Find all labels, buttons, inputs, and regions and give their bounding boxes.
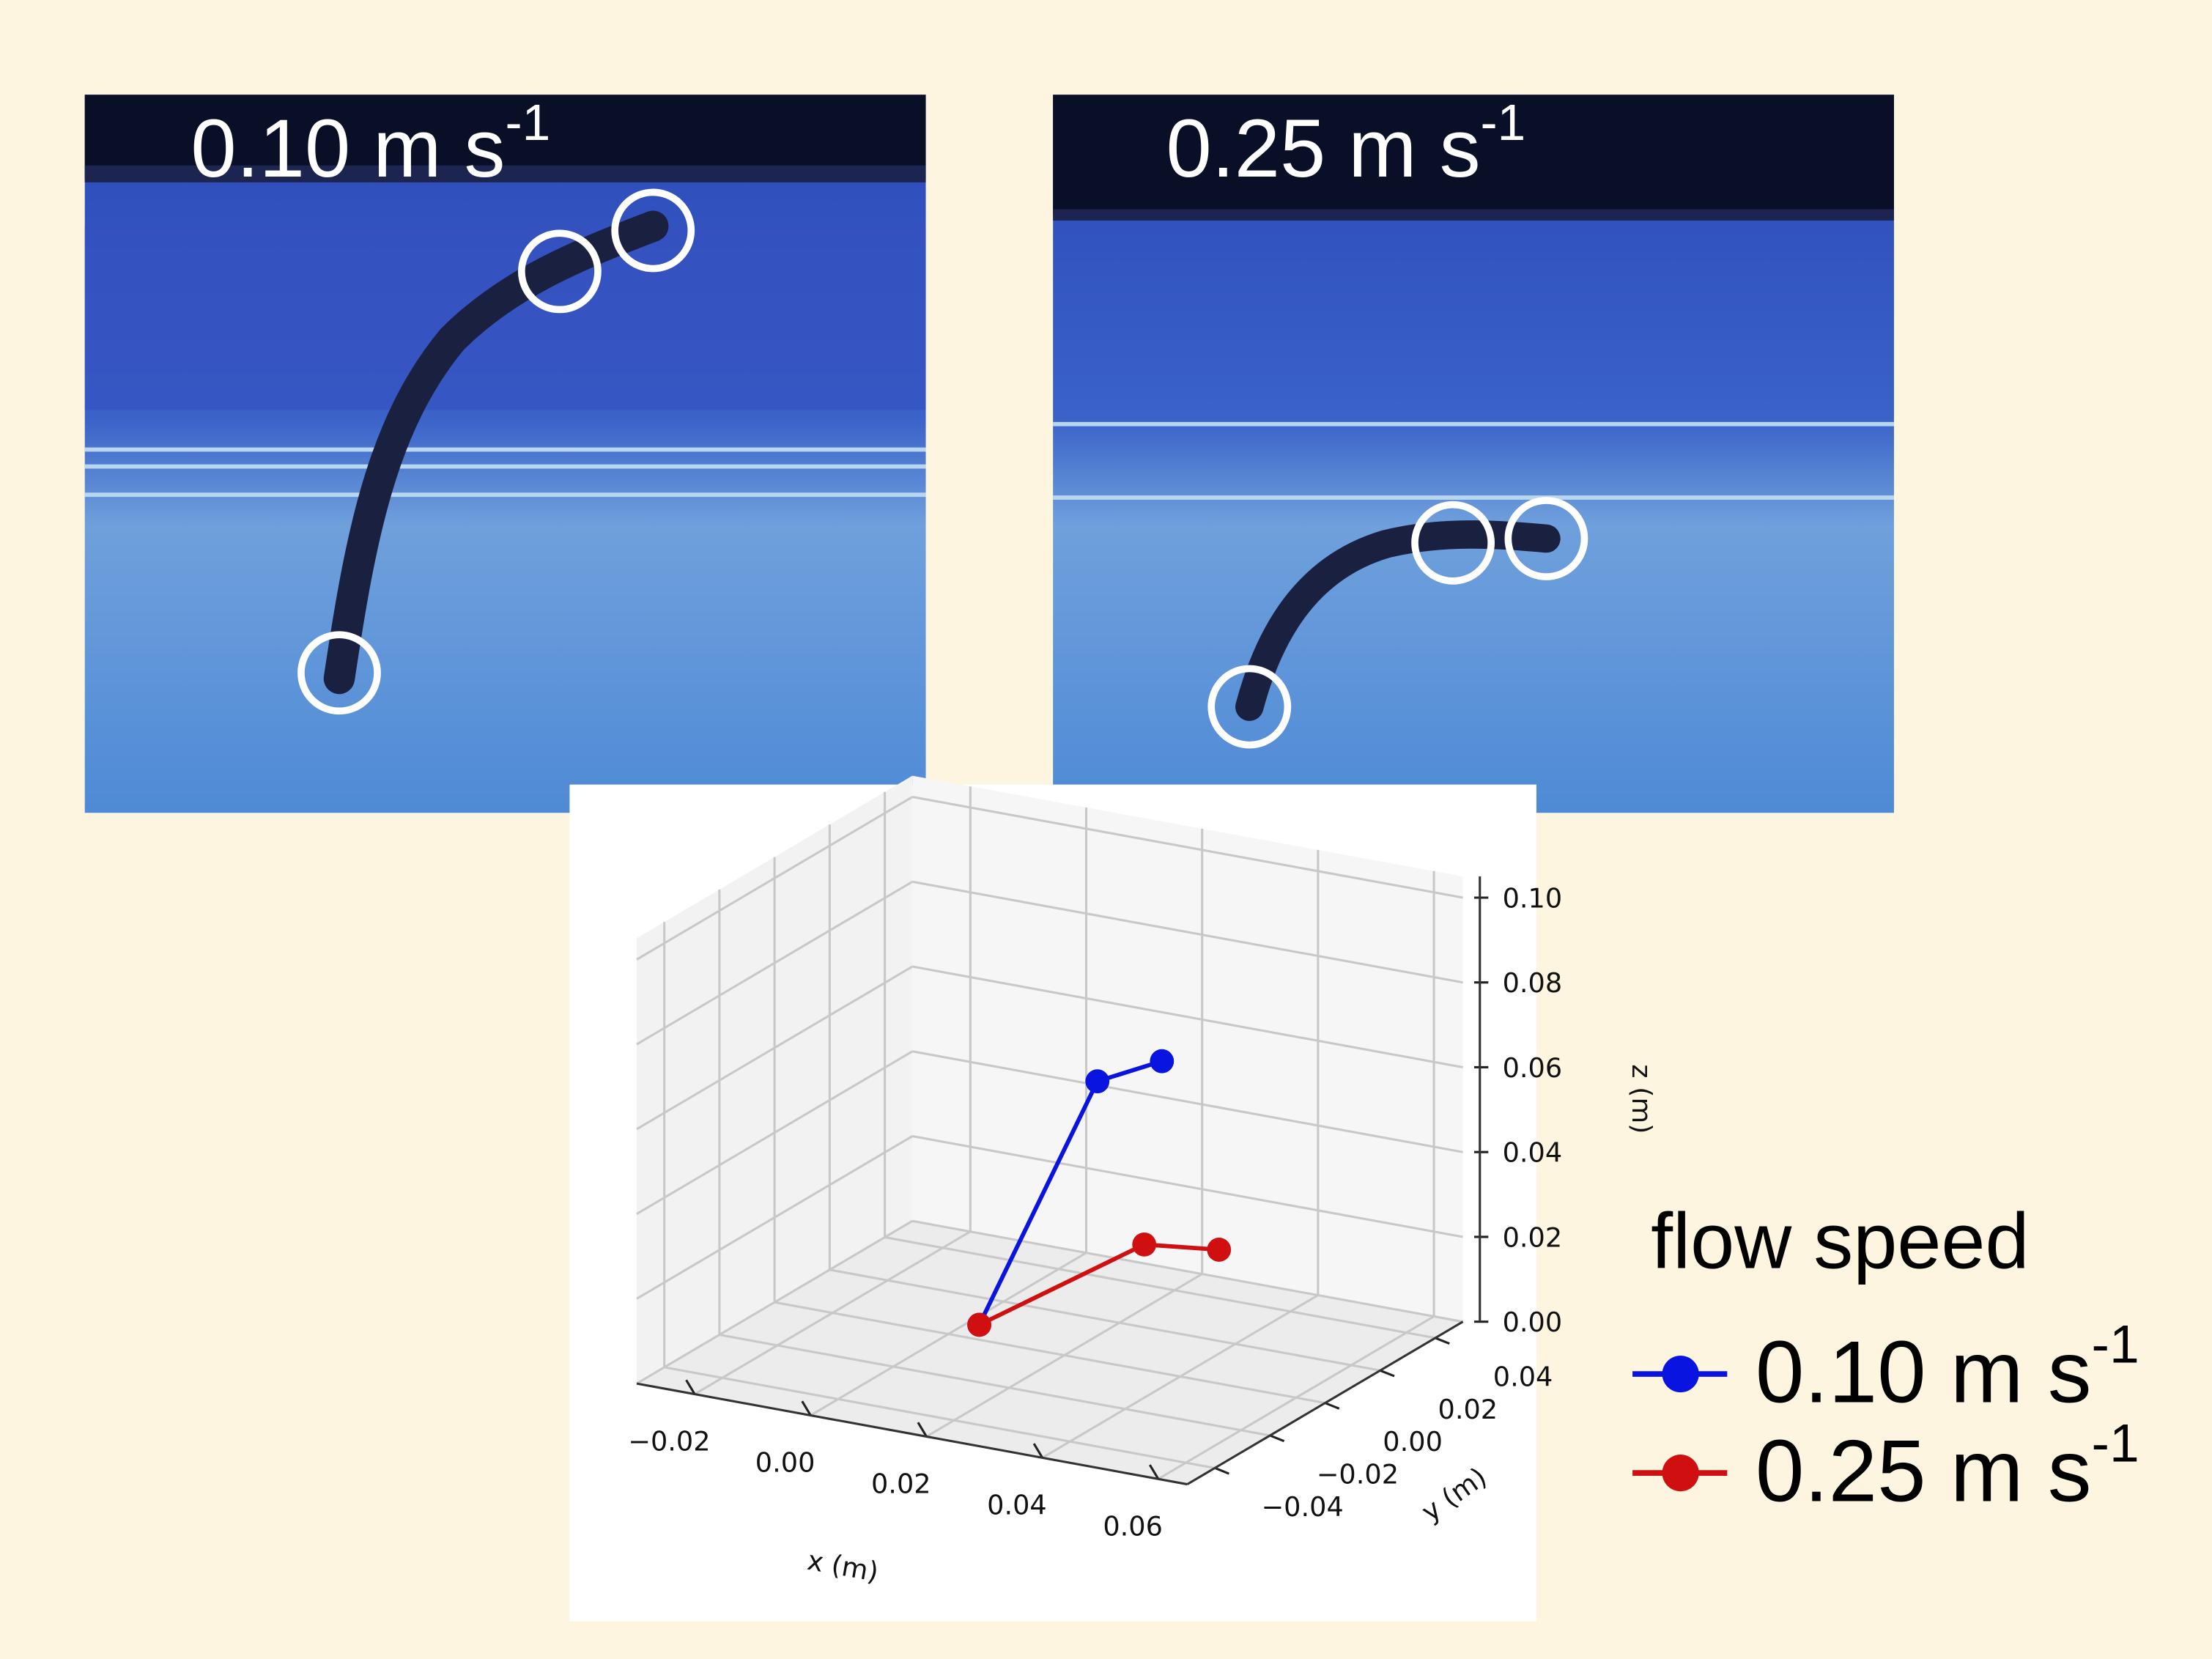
tick-mark — [1148, 1464, 1160, 1480]
tick-mark — [1435, 1337, 1450, 1345]
tick-mark — [917, 1422, 928, 1438]
z-tick-label: 0.00 — [1503, 1307, 1563, 1338]
tick-mark — [1032, 1443, 1044, 1459]
grid-line — [911, 1134, 1463, 1238]
x-tick-label: 0.04 — [987, 1490, 1047, 1521]
x-tick-label: 0.06 — [1103, 1510, 1163, 1542]
grid-line — [719, 1334, 1270, 1437]
grid-line — [884, 1235, 1436, 1340]
y-tick-label: 0.04 — [1493, 1361, 1553, 1392]
grid-line — [636, 1135, 914, 1300]
legend-title: flow speed — [1651, 1196, 2029, 1285]
grid-line — [911, 965, 1463, 1068]
label-superscript: -1 — [1481, 94, 1526, 151]
y-tick-label: −0.04 — [1261, 1491, 1343, 1523]
tick-mark — [1214, 1466, 1229, 1475]
legend-superscript: -1 — [2092, 1414, 2139, 1474]
label-superscript: -1 — [505, 94, 550, 151]
data-point — [1132, 1232, 1157, 1257]
x-tick-label: 0.02 — [871, 1468, 931, 1500]
z-tick-label: 0.10 — [1503, 882, 1563, 914]
tick-mark — [1269, 1434, 1285, 1443]
y-tick-label: 0.02 — [1438, 1394, 1498, 1425]
grid-line — [636, 1050, 914, 1215]
legend-marker — [1662, 1356, 1699, 1393]
grid-line — [636, 1219, 914, 1385]
z-tick-label: 0.02 — [1503, 1222, 1563, 1253]
tick-mark — [801, 1400, 812, 1416]
x-tick-label: 0.00 — [755, 1447, 815, 1479]
data-point — [1150, 1049, 1175, 1074]
label-text: 0.10 m s — [191, 103, 505, 194]
z-tick-label: 0.08 — [1503, 967, 1563, 999]
back-pane — [912, 775, 1463, 1322]
photo-label: 0.10 m s-1 — [191, 94, 550, 194]
data-point — [1207, 1238, 1232, 1262]
grid-line — [636, 796, 914, 961]
legend-name: 0.10 m s — [1756, 1324, 2092, 1422]
grid-line — [911, 796, 1463, 899]
grid-line — [911, 1050, 1463, 1153]
y-tick-label: −0.02 — [1317, 1459, 1399, 1490]
z-tick-label: 0.04 — [1503, 1137, 1563, 1169]
grid-line — [774, 1301, 1325, 1405]
data-point — [1085, 1069, 1110, 1094]
legend-label: 0.10 m s-1 — [1756, 1315, 2139, 1422]
x-tick-label: −0.02 — [628, 1426, 710, 1457]
legend-superscript: -1 — [2092, 1315, 2139, 1375]
legend-label: 0.25 m s-1 — [1756, 1414, 2139, 1521]
photo-2: 0.25 m s-1 — [1053, 94, 1894, 813]
z-tick-label: 0.06 — [1503, 1052, 1563, 1084]
z-axis-label: z (m) — [1626, 1064, 1657, 1134]
legend-marker — [1662, 1455, 1699, 1492]
x-axis-line — [636, 1382, 1188, 1486]
tick-mark — [1324, 1402, 1340, 1410]
y-axis-line — [1186, 1320, 1464, 1485]
grid-line — [636, 965, 914, 1131]
legend-name: 0.25 m s — [1756, 1423, 2092, 1521]
grid-line — [664, 1366, 1216, 1469]
photo-1: 0.10 m s-1 — [84, 94, 926, 813]
grid-line — [911, 880, 1463, 984]
grid-line — [911, 1219, 1463, 1323]
photo-label: 0.25 m s-1 — [1166, 94, 1525, 194]
tick-mark — [685, 1379, 696, 1395]
y-tick-label: 0.00 — [1383, 1426, 1443, 1457]
data-point — [967, 1312, 991, 1337]
tick-mark — [1380, 1369, 1395, 1378]
grid-line — [829, 1268, 1381, 1372]
grid-line — [636, 880, 914, 1046]
label-text: 0.25 m s — [1166, 103, 1480, 194]
plot-3d: −0.020.000.020.040.06−0.04−0.020.000.020… — [628, 775, 1657, 1588]
